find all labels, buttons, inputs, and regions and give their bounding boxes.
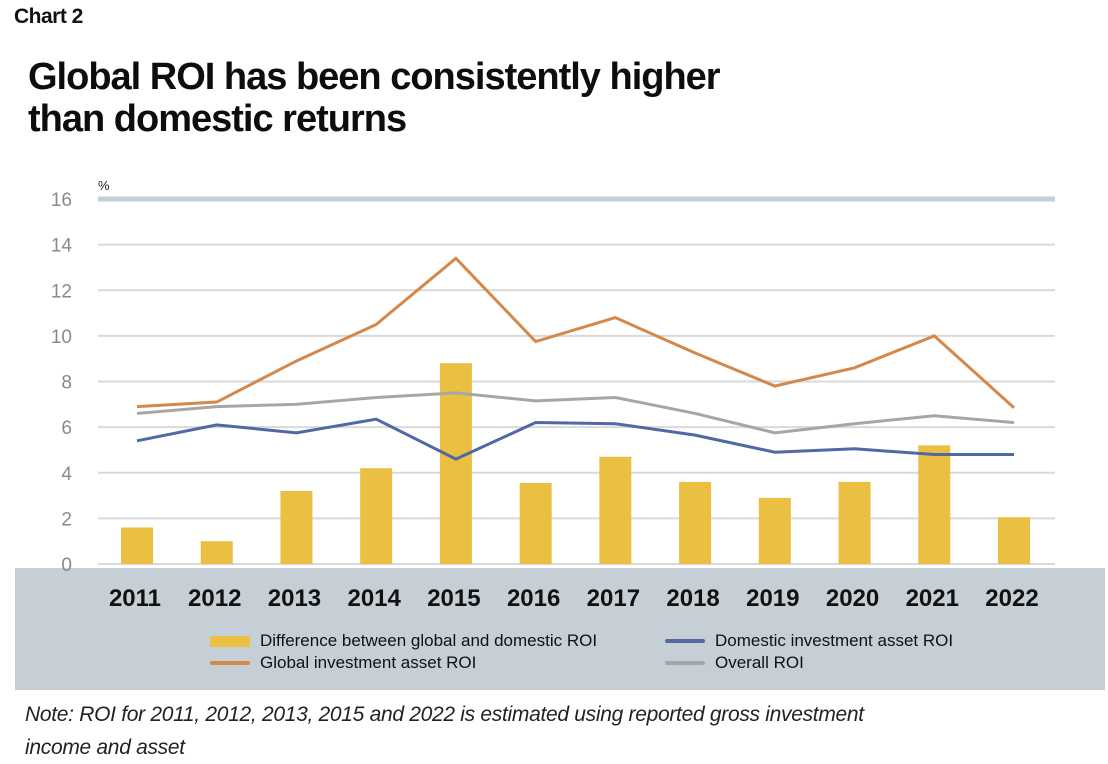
legend-label: Global investment asset ROI <box>260 653 476 673</box>
line-domestic-roi <box>137 419 1014 459</box>
x-tick-labels: 2011 2012 2013 2014 2015 2016 2017 2018 2019 2020… <box>109 585 1039 612</box>
bar-2020 <box>839 482 871 564</box>
legend-label: Difference between global and domestic R… <box>260 631 597 651</box>
y-axis-unit-label: % <box>98 178 110 193</box>
x-tick-label: 2013 <box>268 585 321 612</box>
legend-label: Domestic investment asset ROI <box>715 631 953 651</box>
bar-2019 <box>759 498 791 564</box>
x-tick-label: 2014 <box>347 585 401 612</box>
line-series <box>137 258 1014 459</box>
bar-2017 <box>599 457 631 564</box>
x-tick-label: 2021 <box>906 585 959 612</box>
legend-label: Overall ROI <box>715 653 804 673</box>
y-tick-label: 12 <box>51 281 72 302</box>
line-series-global-roi <box>137 258 1014 407</box>
bar-2016 <box>520 483 552 564</box>
legend-line-swatch <box>210 661 250 665</box>
y-tick-label: 16 <box>51 190 72 211</box>
y-tick-label: 2 <box>61 509 72 530</box>
legend-item: Overall ROI <box>665 653 804 673</box>
footnote: Note: ROI for 2011, 2012, 2013, 2015 and… <box>25 698 864 764</box>
y-tick-labels: 0 2 4 6 8 10 12 14 16 <box>51 190 73 576</box>
legend-item: Difference between global and domestic R… <box>210 631 597 651</box>
gridlines <box>98 199 1055 564</box>
x-tick-label: 2017 <box>587 585 640 612</box>
x-tick-label: 2020 <box>826 585 879 612</box>
legend-bar-swatch <box>210 636 250 647</box>
bar-2012 <box>201 541 233 564</box>
x-tick-label: 2022 <box>985 585 1038 612</box>
footnote-line-2: income and asset <box>25 731 864 764</box>
legend-item: Domestic investment asset ROI <box>665 631 953 651</box>
y-tick-label: 0 <box>61 555 72 576</box>
bar-2011 <box>121 528 153 565</box>
line-series-domestic-roi <box>137 419 1014 459</box>
footnote-line-1: Note: ROI for 2011, 2012, 2013, 2015 and… <box>25 698 864 731</box>
y-tick-label: 4 <box>61 464 72 485</box>
bar-2018 <box>679 482 711 564</box>
x-tick-label: 2016 <box>507 585 560 612</box>
bar-2022 <box>998 517 1030 564</box>
x-tick-label: 2015 <box>427 585 480 612</box>
y-tick-label: 6 <box>61 418 72 439</box>
x-tick-label: 2019 <box>746 585 799 612</box>
x-tick-label: 2018 <box>666 585 719 612</box>
y-tick-label: 14 <box>51 236 73 257</box>
y-tick-label: 10 <box>51 327 72 348</box>
bar-2013 <box>280 491 312 564</box>
line-global-roi <box>137 258 1014 407</box>
legend-line-swatch <box>665 639 705 643</box>
bar-2021 <box>918 445 950 564</box>
x-tick-label: 2011 <box>109 585 161 612</box>
x-tick-label: 2012 <box>188 585 241 612</box>
bar-series-difference <box>121 363 1030 564</box>
legend-item: Global investment asset ROI <box>210 653 476 673</box>
y-tick-label: 8 <box>61 373 72 394</box>
legend-line-swatch <box>665 661 705 665</box>
bar-2014 <box>360 468 392 564</box>
